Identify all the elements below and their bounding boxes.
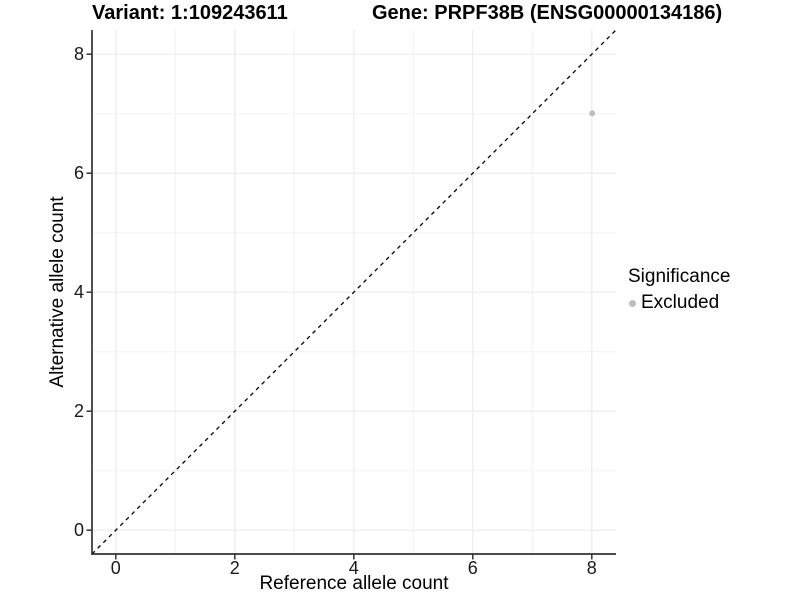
gene-title: Gene: PRPF38B (ENSG00000134186) — [372, 2, 723, 24]
y-tick-label: 2 — [73, 401, 84, 422]
x-axis-title: Reference allele count — [259, 573, 449, 594]
excluded-point-swatch-icon — [629, 299, 636, 307]
x-tick-label: 6 — [467, 558, 478, 578]
legend-item-excluded: Excluded — [628, 292, 730, 314]
identity-reference-line — [91, 29, 617, 555]
x-tick-label: 2 — [229, 558, 240, 578]
y-tick-label: 6 — [73, 163, 84, 184]
legend-item-label: Excluded — [641, 292, 720, 313]
y-tick-label: 0 — [73, 520, 84, 541]
data-points-layer — [589, 110, 596, 117]
x-tick-label: 0 — [110, 558, 121, 578]
variant-title: Variant: 1:109243611 — [92, 2, 288, 24]
y-tick-label: 8 — [73, 44, 84, 65]
x-tick-label: 8 — [586, 558, 597, 578]
y-axis-title: Alternative allele count — [47, 196, 68, 388]
data-point — [589, 110, 596, 117]
x-tick-label: 4 — [348, 558, 359, 578]
legend-title: Significance — [628, 266, 731, 287]
tick-marks — [86, 53, 593, 560]
y-tick-label: 4 — [73, 282, 84, 303]
legend: Significance Excluded — [628, 265, 730, 314]
